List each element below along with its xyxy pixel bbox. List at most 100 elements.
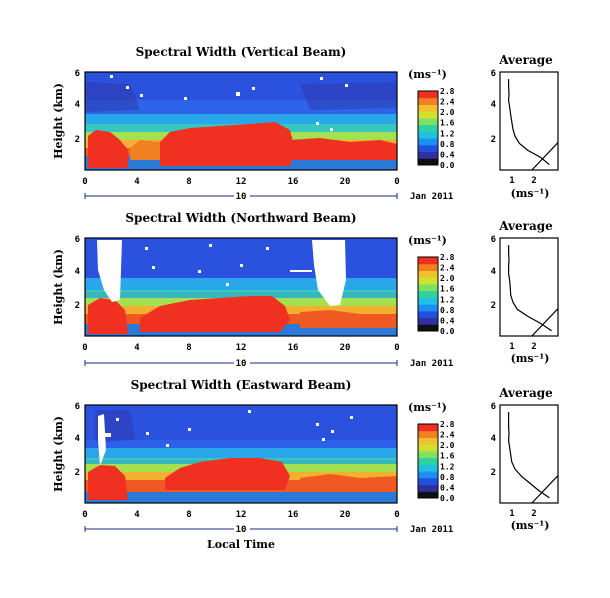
colorbar-segment	[418, 104, 438, 112]
x-tick-label: 0	[82, 177, 87, 187]
colorbar-segment	[418, 317, 438, 325]
colorbar-segment	[418, 270, 438, 278]
date-label: Jan 2011	[410, 192, 453, 202]
colorbar-tick-label: 2.8	[440, 420, 455, 429]
colorbar-segment	[418, 117, 438, 126]
colorbar-unit: (ms⁻¹)	[408, 68, 447, 81]
profile-x-tick: 1	[509, 176, 514, 186]
x-tick-label: 8	[186, 510, 191, 520]
x-tick-label: 0	[394, 510, 399, 520]
y-axis-label: Height (km)	[52, 416, 65, 492]
x-tick-label: 4	[134, 510, 140, 520]
colorbar: (ms⁻¹) 0.0 0.40.8 1.21.6 2.02.4 2.8	[408, 68, 455, 170]
colorbar-segment	[418, 424, 438, 432]
profile-x-label: (ms⁻¹)	[511, 187, 550, 200]
x-tick-label: 16	[288, 177, 299, 187]
colorbar-tick-label: 2.8	[440, 253, 455, 262]
colorbar-segment	[418, 277, 438, 285]
x-tick-label: 16	[288, 343, 299, 353]
colorbar-tick-label: 1.6	[440, 285, 455, 294]
panel-northward-beam: Spectral Width (Northward Beam) Height (…	[52, 211, 559, 369]
colorbar-segment	[418, 464, 438, 472]
profile-y-tick: 2	[491, 468, 496, 478]
colorbar-segment	[418, 437, 438, 445]
colorbar-tick-label: 2.8	[440, 87, 455, 96]
date-day: 10	[236, 359, 247, 369]
x-tick-label: 0	[82, 510, 87, 520]
colorbar-segment	[418, 491, 438, 499]
colorbar-segment	[418, 144, 438, 153]
colorbar-tick-label: 0.4	[440, 150, 455, 159]
profile-y-tick: 2	[491, 135, 496, 145]
profile-title: Average	[498, 386, 553, 400]
y-tick-label: 4	[75, 267, 81, 277]
colorbar-tick-label: 0.0	[440, 161, 455, 170]
colorbar-tick-label: 2.0	[440, 441, 455, 450]
colorbar-tick-label: 1.6	[440, 452, 455, 461]
colorbar-tick-label: 1.2	[440, 295, 455, 304]
date-label: Jan 2011	[410, 525, 453, 535]
profile-y-tick: 6	[491, 235, 496, 245]
x-tick-labels: 0 4 8 12 16 20 0	[82, 510, 399, 520]
colorbar-tick-label: 2.4	[440, 264, 455, 273]
profile-x-tick: 1	[509, 342, 514, 352]
x-tick-label: 8	[186, 177, 191, 187]
colorbar-tick-label: 2.0	[440, 274, 455, 283]
colorbar-segment	[418, 158, 438, 166]
y-tick-label: 4	[75, 100, 81, 110]
colorbar-segment	[418, 257, 438, 265]
colorbar-tick-label: 2.0	[440, 108, 455, 117]
colorbar: (ms⁻¹) 0.0 0.40.8 1.21.6 2.02.4 2.8	[408, 234, 455, 336]
colorbar-segment	[418, 263, 438, 271]
profile-x-tick: 1	[509, 509, 514, 519]
colorbar-segment	[418, 124, 438, 132]
colorbar-segment	[418, 324, 438, 332]
colorbar: (ms⁻¹) 0.0 0.40.8 1.21.6 2.02.4 2.8	[408, 401, 455, 503]
colorbar-tick-label: 1.2	[440, 129, 455, 138]
y-tick-labels: 2 4 6	[75, 402, 81, 478]
profile-line	[507, 412, 550, 499]
profile-x-label: (ms⁻¹)	[511, 519, 550, 532]
y-tick-labels: 2 4 6	[75, 235, 81, 311]
profile-line	[508, 245, 552, 332]
profile-title: Average	[498, 53, 553, 67]
x-tick-label: 20	[340, 343, 351, 353]
heatmap-field	[85, 405, 397, 503]
colorbar-segment	[418, 297, 438, 305]
colorbar-tick-label: 2.4	[440, 431, 455, 440]
x-tick-label: 4	[134, 343, 140, 353]
x-tick-label: 12	[236, 177, 247, 187]
colorbar-tick-label: 0.8	[440, 473, 455, 482]
y-tick-label: 6	[75, 402, 80, 412]
x-tick-labels: 0 4 8 12 16 20 0	[82, 177, 399, 187]
average-profile: Average 2 4 6 1 2 (ms⁻¹)	[491, 386, 559, 532]
colorbar-unit: (ms⁻¹)	[408, 234, 447, 247]
y-tick-labels: 2 4 6	[75, 69, 81, 145]
date-day: 10	[236, 192, 247, 202]
heatmap-field	[85, 72, 397, 170]
y-tick-label: 4	[75, 434, 81, 444]
profile-line	[507, 79, 550, 166]
colorbar-segment	[418, 131, 438, 139]
profile-x-tick: 2	[531, 176, 536, 186]
y-axis-label: Height (km)	[52, 249, 65, 325]
colorbar-unit: (ms⁻¹)	[408, 401, 447, 414]
colorbar-segment	[418, 304, 438, 312]
panel-title: Spectral Width (Northward Beam)	[125, 211, 356, 225]
colorbar-segment	[418, 477, 438, 486]
profile-line-lower	[531, 308, 559, 337]
colorbar-tick-label: 0.8	[440, 306, 455, 315]
x-tick-label: 8	[186, 343, 191, 353]
x-tick-label: 0	[82, 343, 87, 353]
average-profile: Average 2 4 6 1 2 (ms⁻¹)	[491, 219, 559, 365]
profile-line-lower	[531, 142, 559, 171]
x-tick-label: 4	[134, 177, 140, 187]
colorbar-tick-label: 1.6	[440, 119, 455, 128]
colorbar-segment	[418, 310, 438, 319]
date-label: Jan 2011	[410, 359, 453, 369]
colorbar-tick-label: 0.0	[440, 494, 455, 503]
profile-y-tick: 4	[491, 100, 497, 110]
profile-y-tick: 4	[491, 434, 497, 444]
profile-y-tick: 6	[491, 402, 496, 412]
